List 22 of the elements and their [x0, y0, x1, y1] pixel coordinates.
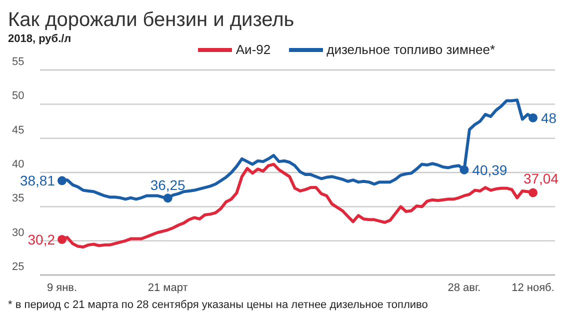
- x-tick-label: 9 янв.: [46, 282, 78, 294]
- data-label: 40,39: [472, 162, 508, 178]
- data-label: 38,81: [20, 172, 56, 189]
- data-label: 48: [541, 110, 557, 126]
- data-label: 36,25: [150, 177, 186, 194]
- y-tick-label: 55: [12, 56, 24, 68]
- y-tick-label: 40: [12, 158, 24, 170]
- data-label: 37,04: [523, 170, 559, 187]
- y-tick-label: 50: [12, 90, 24, 102]
- legend-label: Аи-92: [236, 42, 271, 58]
- x-tick-label: 12 нояб.: [512, 282, 554, 294]
- chart-title: Как дорожали бензин и дизель: [8, 8, 296, 32]
- text: * в период с 21 марта по 28 сентября указаны цены на летнее дизельное топливо: [8, 298, 429, 312]
- y-tick-label: 35: [12, 192, 24, 205]
- y-tick-label: 45: [12, 124, 24, 136]
- x-tick-label: 21 март: [148, 282, 188, 294]
- data-label: 30,2: [28, 231, 56, 248]
- chart-subtitle: 2018, руб./л: [8, 33, 72, 45]
- y-tick-label: 25: [12, 261, 24, 273]
- y-tick-label: 30: [12, 226, 24, 239]
- legend-label: дизельное топливо зимнее*: [326, 42, 496, 58]
- x-tick-label: 28 авг.: [448, 282, 481, 294]
